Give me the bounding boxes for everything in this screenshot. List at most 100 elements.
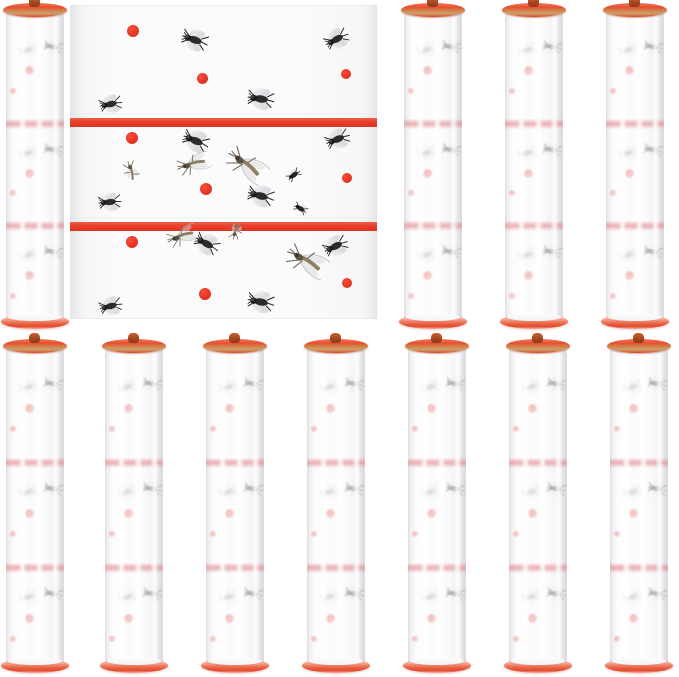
trapped-insect-housefly xyxy=(97,192,122,213)
sheet-red-dot xyxy=(126,236,138,248)
tube-pull-tab xyxy=(528,0,540,7)
tube-pink-dot xyxy=(311,635,318,642)
tube-pink-dot xyxy=(10,190,17,197)
tube-gloss-highlight xyxy=(520,348,530,666)
tube-10 xyxy=(504,333,572,673)
tube-pink-dot xyxy=(24,66,34,76)
tube-gloss-highlight xyxy=(655,348,665,666)
tube-pink-dot xyxy=(109,635,116,642)
tube-9 xyxy=(403,333,471,673)
tube-body xyxy=(610,348,668,666)
tube-roll-with-ribbon xyxy=(1,0,69,329)
tube-gloss-highlight xyxy=(449,12,459,322)
tube-gloss-highlight xyxy=(35,12,44,322)
tube-pink-dot xyxy=(24,168,34,178)
tube-pink-dot xyxy=(412,530,419,537)
tube-pink-dot xyxy=(412,635,419,642)
tube-bottom-cap-inner xyxy=(608,313,662,321)
tube-gloss-highlight xyxy=(516,12,526,322)
tube-2 xyxy=(399,0,467,329)
tube-pink-dot xyxy=(513,530,520,537)
tube-pink-dot xyxy=(10,87,17,94)
tube-bottom-cap-inner xyxy=(507,313,561,321)
trapped-insect-gnat xyxy=(226,220,246,241)
tube-gloss-highlight xyxy=(251,348,261,666)
trapped-insect-beetle xyxy=(292,201,309,217)
sheet-red-dot xyxy=(197,73,208,84)
tube-gloss-highlight xyxy=(415,12,425,322)
tube-gloss-highlight xyxy=(17,12,27,322)
sheet-red-dot xyxy=(199,288,211,300)
tube-pink-dot xyxy=(426,403,436,413)
sheet-red-dot xyxy=(200,183,212,195)
tube-gloss-highlight xyxy=(352,348,362,666)
tube-body xyxy=(509,348,567,666)
tube-pink-dot xyxy=(412,425,419,432)
tube-pink-dot xyxy=(24,508,34,518)
trapped-insect-beetle xyxy=(285,166,303,183)
tube-pink-dot xyxy=(123,508,133,518)
tube-7 xyxy=(201,333,269,673)
tube-bottom-cap-inner xyxy=(8,657,62,665)
tube-pink-dot xyxy=(610,87,617,94)
tube-pink-dot xyxy=(24,613,34,623)
tube-body xyxy=(505,12,563,322)
tube-pull-tab xyxy=(427,0,439,7)
tube-pink-dot xyxy=(109,425,116,432)
tube-top-cap xyxy=(603,3,667,17)
tube-pink-dot xyxy=(527,613,537,623)
tube-pink-dot xyxy=(224,613,234,623)
tube-4 xyxy=(601,0,669,329)
sheet-red-stripe xyxy=(70,222,377,231)
tube-6 xyxy=(100,333,168,673)
sheet-red-dot xyxy=(341,69,351,79)
tube-gloss-highlight xyxy=(235,348,244,666)
trapped-insect-housefly xyxy=(191,229,223,259)
tube-gloss-highlight xyxy=(538,348,547,666)
tube-top-cap xyxy=(102,339,166,353)
tube-gloss-highlight xyxy=(17,348,27,666)
tube-top-cap xyxy=(203,339,267,353)
tube-pull-tab xyxy=(29,0,41,7)
tube-bottom-cap-inner xyxy=(107,657,161,665)
trapped-insect-mosquito xyxy=(164,221,203,251)
tube-gloss-highlight xyxy=(51,348,61,666)
tube-top-cap xyxy=(405,339,469,353)
tube-pink-dot xyxy=(628,403,638,413)
tube-pink-dot xyxy=(210,530,217,537)
tube-body xyxy=(6,12,64,322)
tube-top-cap xyxy=(304,339,368,353)
trapped-insect-housefly xyxy=(246,289,275,315)
trapped-insect-gnat xyxy=(120,159,142,183)
tube-body xyxy=(105,348,163,666)
tube-pink-dot xyxy=(408,190,415,197)
tube-gloss-highlight xyxy=(419,348,429,666)
tube-pink-dot xyxy=(210,635,217,642)
tube-pink-dot xyxy=(426,508,436,518)
tube-gloss-highlight xyxy=(550,12,560,322)
sheet-red-dot xyxy=(342,173,352,183)
tube-pink-dot xyxy=(422,66,432,76)
tube-bottom-cap-inner xyxy=(8,313,62,321)
tube-pink-dot xyxy=(408,292,415,299)
tube-gloss-highlight xyxy=(51,12,61,322)
tube-pink-dot xyxy=(523,270,533,280)
tube-pink-dot xyxy=(123,403,133,413)
tube-gloss-highlight xyxy=(150,348,160,666)
tube-gloss-highlight xyxy=(437,348,446,666)
tube-pink-dot xyxy=(311,530,318,537)
trapped-insect-mosquito xyxy=(281,240,333,284)
trapped-insect-housefly xyxy=(246,182,277,210)
tube-pink-dot xyxy=(513,635,520,642)
tube-pink-dot xyxy=(224,403,234,413)
tube-pink-dot xyxy=(527,508,537,518)
tube-pull-tab xyxy=(629,0,641,7)
trapped-insect-housefly xyxy=(323,125,353,153)
tube-bottom-cap-inner xyxy=(612,657,666,665)
sheet-red-stripe xyxy=(70,118,377,127)
tube-bottom-cap-inner xyxy=(406,313,460,321)
fly-paper-sheet xyxy=(70,5,377,319)
tube-pink-dot xyxy=(509,87,516,94)
tube-gloss-highlight xyxy=(621,348,631,666)
